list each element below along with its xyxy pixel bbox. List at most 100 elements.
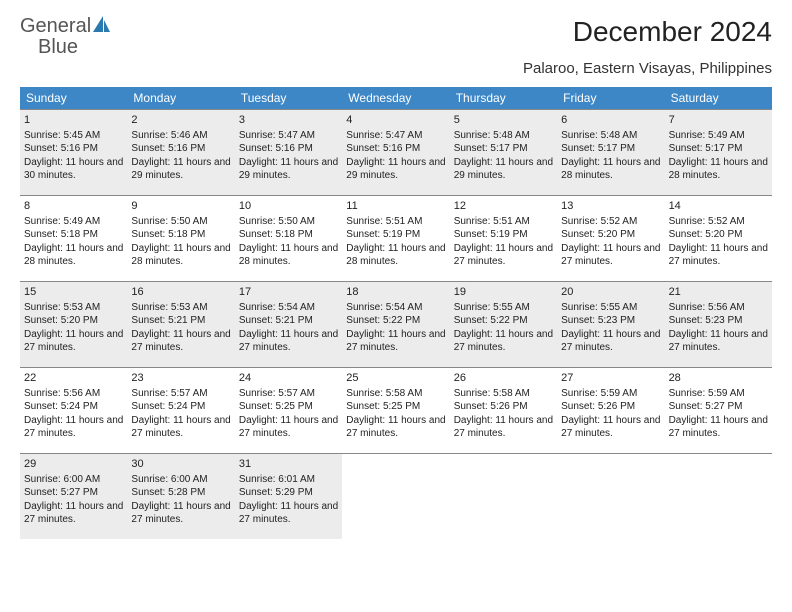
sunrise-line: Sunrise: 6:00 AM [24, 473, 123, 487]
daylight-line: Daylight: 11 hours and 27 minutes. [561, 328, 660, 355]
sunset-line: Sunset: 5:16 PM [24, 142, 123, 156]
sunrise-line: Sunrise: 5:51 AM [346, 215, 445, 229]
day-number: 19 [454, 285, 553, 300]
day-number: 10 [239, 199, 338, 214]
sunset-line: Sunset: 5:20 PM [669, 228, 768, 242]
day-number: 23 [131, 371, 230, 386]
sunrise-line: Sunrise: 5:48 AM [561, 129, 660, 143]
calendar-cell: 29Sunrise: 6:00 AMSunset: 5:27 PMDayligh… [20, 453, 127, 539]
day-number: 11 [346, 199, 445, 214]
daylight-line: Daylight: 11 hours and 29 minutes. [454, 156, 553, 183]
daylight-line: Daylight: 11 hours and 27 minutes. [346, 328, 445, 355]
daylight-line: Daylight: 11 hours and 27 minutes. [346, 414, 445, 441]
sunrise-line: Sunrise: 5:51 AM [454, 215, 553, 229]
calendar-cell [342, 453, 449, 539]
sunset-line: Sunset: 5:18 PM [131, 228, 230, 242]
sunset-line: Sunset: 5:17 PM [561, 142, 660, 156]
calendar-cell: 9Sunrise: 5:50 AMSunset: 5:18 PMDaylight… [127, 195, 234, 281]
day-number: 4 [346, 113, 445, 128]
daylight-line: Daylight: 11 hours and 27 minutes. [669, 414, 768, 441]
daylight-line: Daylight: 11 hours and 27 minutes. [669, 328, 768, 355]
calendar-cell: 21Sunrise: 5:56 AMSunset: 5:23 PMDayligh… [665, 281, 772, 367]
sunrise-line: Sunrise: 5:55 AM [454, 301, 553, 315]
sunset-line: Sunset: 5:23 PM [561, 314, 660, 328]
sunrise-line: Sunrise: 5:49 AM [669, 129, 768, 143]
calendar-cell: 17Sunrise: 5:54 AMSunset: 5:21 PMDayligh… [235, 281, 342, 367]
daylight-line: Daylight: 11 hours and 29 minutes. [131, 156, 230, 183]
logo-sail-icon [93, 16, 111, 32]
sunset-line: Sunset: 5:29 PM [239, 486, 338, 500]
day-number: 21 [669, 285, 768, 300]
day-number: 14 [669, 199, 768, 214]
sunset-line: Sunset: 5:18 PM [239, 228, 338, 242]
sunrise-line: Sunrise: 5:56 AM [24, 387, 123, 401]
calendar-cell: 23Sunrise: 5:57 AMSunset: 5:24 PMDayligh… [127, 367, 234, 453]
sunrise-line: Sunrise: 6:01 AM [239, 473, 338, 487]
sunset-line: Sunset: 5:26 PM [561, 400, 660, 414]
day-number: 30 [131, 457, 230, 472]
sunrise-line: Sunrise: 5:59 AM [561, 387, 660, 401]
calendar-cell: 8Sunrise: 5:49 AMSunset: 5:18 PMDaylight… [20, 195, 127, 281]
day-number: 12 [454, 199, 553, 214]
day-header: Sunday [20, 87, 127, 109]
sunrise-line: Sunrise: 5:57 AM [131, 387, 230, 401]
calendar-cell: 30Sunrise: 6:00 AMSunset: 5:28 PMDayligh… [127, 453, 234, 539]
calendar-cell: 12Sunrise: 5:51 AMSunset: 5:19 PMDayligh… [450, 195, 557, 281]
sunset-line: Sunset: 5:16 PM [346, 142, 445, 156]
sunrise-line: Sunrise: 5:58 AM [454, 387, 553, 401]
calendar-cell: 15Sunrise: 5:53 AMSunset: 5:20 PMDayligh… [20, 281, 127, 367]
day-number: 27 [561, 371, 660, 386]
sunrise-line: Sunrise: 5:58 AM [346, 387, 445, 401]
sunrise-line: Sunrise: 5:47 AM [346, 129, 445, 143]
sunrise-line: Sunrise: 5:48 AM [454, 129, 553, 143]
calendar-cell: 7Sunrise: 5:49 AMSunset: 5:17 PMDaylight… [665, 109, 772, 195]
day-number: 7 [669, 113, 768, 128]
daylight-line: Daylight: 11 hours and 27 minutes. [131, 328, 230, 355]
day-header: Wednesday [342, 87, 449, 109]
daylight-line: Daylight: 11 hours and 27 minutes. [454, 414, 553, 441]
calendar-cell: 20Sunrise: 5:55 AMSunset: 5:23 PMDayligh… [557, 281, 664, 367]
calendar-grid: SundayMondayTuesdayWednesdayThursdayFrid… [20, 87, 772, 539]
sunset-line: Sunset: 5:17 PM [454, 142, 553, 156]
calendar-cell: 27Sunrise: 5:59 AMSunset: 5:26 PMDayligh… [557, 367, 664, 453]
day-number: 26 [454, 371, 553, 386]
sunset-line: Sunset: 5:27 PM [669, 400, 768, 414]
daylight-line: Daylight: 11 hours and 27 minutes. [561, 242, 660, 269]
daylight-line: Daylight: 11 hours and 27 minutes. [454, 242, 553, 269]
daylight-line: Daylight: 11 hours and 27 minutes. [131, 500, 230, 527]
day-number: 22 [24, 371, 123, 386]
calendar-cell: 28Sunrise: 5:59 AMSunset: 5:27 PMDayligh… [665, 367, 772, 453]
day-number: 5 [454, 113, 553, 128]
daylight-line: Daylight: 11 hours and 27 minutes. [561, 414, 660, 441]
day-header: Saturday [665, 87, 772, 109]
day-header: Tuesday [235, 87, 342, 109]
daylight-line: Daylight: 11 hours and 29 minutes. [346, 156, 445, 183]
logo-text-2: Blue [20, 36, 78, 58]
page-title: December 2024 [573, 16, 772, 48]
calendar-cell: 3Sunrise: 5:47 AMSunset: 5:16 PMDaylight… [235, 109, 342, 195]
sunset-line: Sunset: 5:20 PM [24, 314, 123, 328]
calendar-cell: 6Sunrise: 5:48 AMSunset: 5:17 PMDaylight… [557, 109, 664, 195]
sunset-line: Sunset: 5:25 PM [346, 400, 445, 414]
sunrise-line: Sunrise: 5:47 AM [239, 129, 338, 143]
calendar-cell [665, 453, 772, 539]
sunset-line: Sunset: 5:17 PM [669, 142, 768, 156]
sunset-line: Sunset: 5:28 PM [131, 486, 230, 500]
logo: General Blue [20, 16, 111, 58]
day-number: 18 [346, 285, 445, 300]
calendar-cell: 10Sunrise: 5:50 AMSunset: 5:18 PMDayligh… [235, 195, 342, 281]
sunrise-line: Sunrise: 5:56 AM [669, 301, 768, 315]
logo-text-1: General [20, 15, 91, 37]
sunrise-line: Sunrise: 5:49 AM [24, 215, 123, 229]
daylight-line: Daylight: 11 hours and 27 minutes. [239, 500, 338, 527]
daylight-line: Daylight: 11 hours and 27 minutes. [131, 414, 230, 441]
sunrise-line: Sunrise: 5:59 AM [669, 387, 768, 401]
calendar-cell [557, 453, 664, 539]
sunrise-line: Sunrise: 5:54 AM [239, 301, 338, 315]
sunset-line: Sunset: 5:18 PM [24, 228, 123, 242]
day-header: Friday [557, 87, 664, 109]
sunset-line: Sunset: 5:27 PM [24, 486, 123, 500]
day-number: 6 [561, 113, 660, 128]
sunset-line: Sunset: 5:22 PM [454, 314, 553, 328]
sunset-line: Sunset: 5:25 PM [239, 400, 338, 414]
